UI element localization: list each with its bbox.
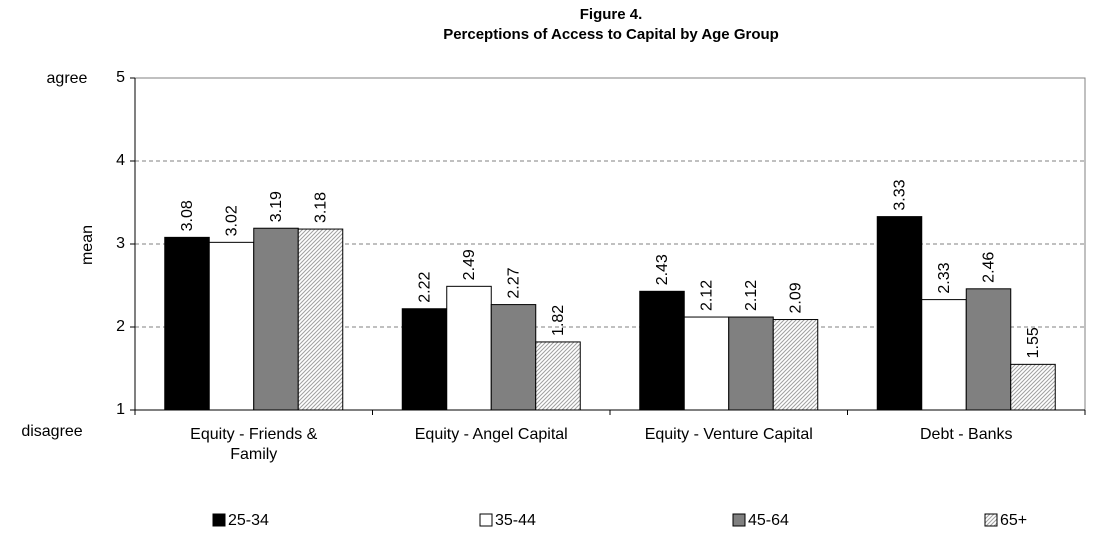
bar (401, 308, 448, 411)
legend-label: 65+ (1000, 512, 1027, 529)
bar (965, 288, 1012, 411)
y-annotation: disagree (21, 423, 82, 440)
y-tick-label: 4 (116, 152, 125, 169)
value-label: 2.43 (654, 254, 671, 285)
bar (208, 241, 255, 411)
value-label: 2.46 (981, 252, 998, 283)
x-tick-label: Debt - Banks (920, 426, 1012, 443)
x-tick-label: Equity - Venture Capital (645, 426, 813, 443)
legend-label: 35-44 (495, 512, 536, 529)
value-label: 1.82 (550, 305, 567, 336)
legend-swatch (212, 513, 226, 527)
y-annotation: agree (47, 70, 88, 87)
y-axis-label: mean (79, 225, 96, 265)
value-label: 3.02 (224, 205, 241, 236)
y-tick-label: 3 (116, 235, 125, 252)
bar (921, 299, 967, 411)
y-tick-label: 2 (116, 318, 125, 335)
bar (490, 304, 537, 411)
bar (772, 319, 819, 411)
bar (446, 285, 492, 411)
bar (164, 236, 210, 411)
bar (297, 228, 344, 411)
value-label: 3.33 (892, 179, 909, 210)
legend-swatch (479, 513, 493, 527)
chart-title: Figure 4. (580, 6, 643, 23)
value-label: 2.12 (699, 280, 716, 311)
bar (535, 341, 581, 411)
value-label: 2.12 (743, 280, 760, 311)
legend-swatch (732, 513, 746, 527)
value-label: 3.18 (313, 192, 330, 223)
bar (1010, 363, 1056, 411)
legend-label: 45-64 (748, 512, 789, 529)
value-label: 2.49 (461, 249, 478, 280)
bar (728, 316, 774, 411)
value-label: 2.27 (506, 267, 523, 298)
bar (683, 316, 730, 411)
legend-label: 25-34 (228, 512, 269, 529)
chart-subtitle: Perceptions of Access to Capital by Age … (443, 26, 779, 43)
x-tick-label: Equity - Angel Capital (415, 426, 568, 443)
y-tick-label: 5 (116, 69, 125, 86)
bar (876, 216, 923, 411)
value-label: 3.08 (179, 200, 196, 231)
bar (639, 290, 685, 411)
value-label: 2.09 (788, 282, 805, 313)
value-label: 2.33 (936, 262, 953, 293)
legend-swatch (984, 513, 998, 527)
value-label: 3.19 (268, 191, 285, 222)
y-tick-label: 1 (116, 401, 125, 418)
value-label: 1.55 (1025, 327, 1042, 358)
x-tick-label: Equity - Friends & Family (190, 426, 317, 463)
bar (253, 227, 299, 411)
value-label: 2.22 (417, 271, 434, 302)
